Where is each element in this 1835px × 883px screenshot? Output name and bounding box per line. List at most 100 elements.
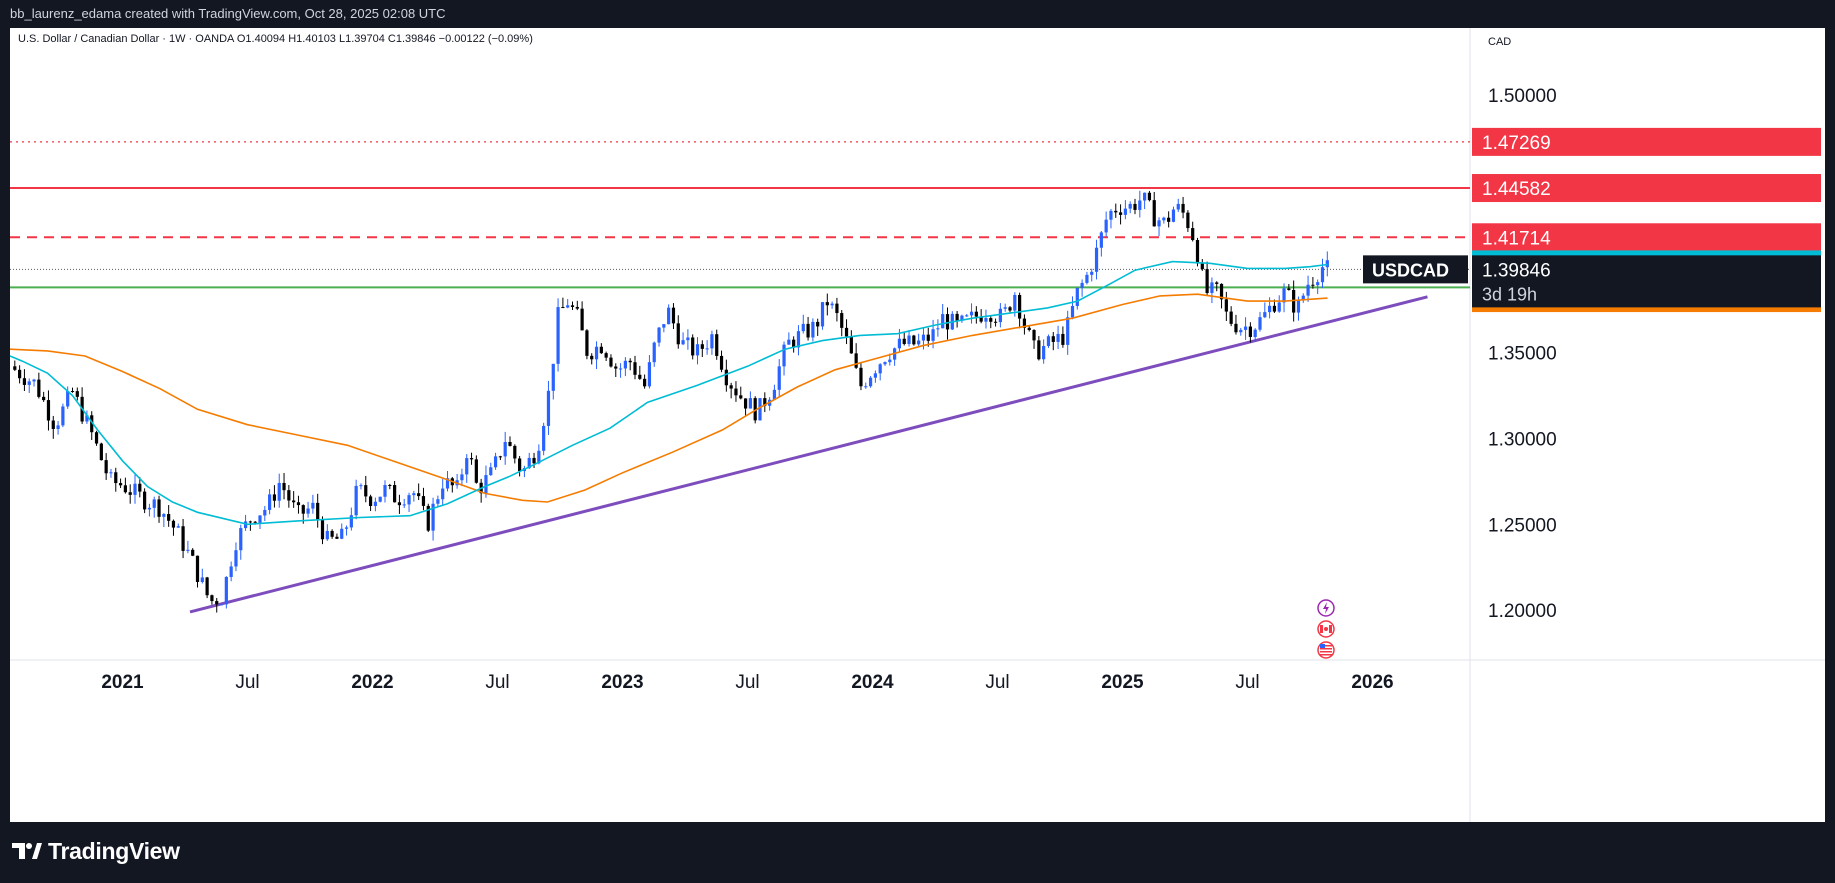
symbol-text: USDCAD (1372, 260, 1449, 280)
candle-body (1128, 203, 1132, 209)
candle-248 (1205, 261, 1209, 296)
candle-body (489, 467, 493, 476)
candle-body (599, 346, 603, 354)
candle-132 (647, 355, 652, 389)
candle-69 (344, 525, 349, 536)
candle-249 (1210, 277, 1214, 304)
candle-18 (99, 442, 103, 461)
candle-232 (1128, 201, 1132, 214)
candle-body (1234, 323, 1238, 333)
candle-body (1123, 208, 1127, 215)
candle-51 (258, 515, 262, 529)
candle-body (277, 483, 281, 501)
candle-body (561, 307, 565, 309)
candle-body (719, 355, 724, 370)
candle-105 (518, 455, 522, 477)
price-chart[interactable]: U.S. Dollar / Canadian Dollar · 1W · OAN… (10, 28, 1825, 822)
candle-body (700, 344, 704, 349)
chart-frame[interactable]: U.S. Dollar / Canadian Dollar · 1W · OAN… (10, 28, 1825, 822)
candle-152 (743, 398, 748, 417)
candle-12 (70, 387, 75, 393)
candle-224 (1090, 268, 1094, 282)
candle-body (364, 485, 368, 497)
candle-117 (575, 300, 579, 311)
candle-body (652, 342, 656, 363)
candle-body (638, 374, 642, 379)
candle-171 (835, 297, 839, 322)
candle-body (1195, 240, 1200, 264)
candle-body (864, 386, 868, 388)
candle-body (27, 381, 31, 385)
candle-113 (556, 298, 560, 372)
candle-body (412, 493, 416, 496)
candle-body (1176, 203, 1180, 210)
candle-102 (503, 431, 507, 465)
candle-133 (652, 341, 656, 367)
candle-body (518, 458, 522, 472)
bar-countdown: 3d 19h (1482, 284, 1537, 304)
candle-body (195, 555, 200, 583)
candle-187 (912, 334, 916, 346)
y-tick-1.35000: 1.35000 (1488, 344, 1557, 365)
candle-body (1080, 282, 1084, 288)
candle-142 (695, 337, 700, 365)
candle-body (1287, 288, 1291, 290)
candle-246 (1195, 237, 1200, 267)
candle-155 (758, 397, 762, 421)
candle-221 (1075, 287, 1079, 310)
candle-body (792, 339, 796, 348)
candle-body (926, 334, 930, 341)
candle-body (1248, 326, 1252, 337)
candle-body (657, 327, 661, 343)
candle-body (1215, 282, 1219, 284)
candle-150 (734, 381, 738, 402)
candle-148 (724, 359, 728, 392)
candle-body (1272, 305, 1277, 312)
candle-95 (469, 452, 474, 465)
candle-147 (719, 350, 724, 373)
candle-body (1325, 260, 1329, 268)
candle-35 (181, 518, 185, 559)
candle-72 (359, 483, 363, 490)
candle-body (1070, 306, 1075, 318)
tradingview-logo[interactable]: TradingView (12, 836, 180, 866)
candle-body (931, 329, 935, 341)
candle-141 (691, 334, 695, 360)
candle-254 (1234, 314, 1238, 335)
candle-body (1061, 333, 1065, 345)
x-tick-2021-0: 2021 (101, 672, 144, 693)
candle-124 (609, 354, 613, 368)
candle-body (849, 336, 853, 354)
candle-62 (311, 494, 315, 514)
candle-30 (157, 495, 161, 523)
candle-body (56, 425, 60, 429)
candle-body (590, 355, 594, 360)
candle-body (883, 362, 887, 365)
candle-body (402, 504, 406, 506)
candle-96 (474, 455, 478, 484)
x-tick-2022-2: 2022 (351, 672, 393, 693)
candle-272 (1320, 258, 1325, 289)
candle-body (782, 344, 786, 367)
candle-255 (1239, 327, 1243, 336)
candle-10 (61, 403, 65, 428)
candle-63 (316, 493, 320, 528)
candle-36 (186, 540, 190, 554)
candle-body (844, 327, 849, 337)
candle-body (614, 366, 618, 369)
candle-228 (1109, 208, 1113, 229)
candle-body (854, 353, 858, 368)
candle-body (1316, 282, 1320, 286)
candle-body (801, 323, 805, 332)
candle-100 (493, 452, 498, 470)
candle-23 (123, 477, 127, 494)
candle-body (316, 502, 320, 521)
candle-176 (859, 363, 863, 391)
event-markers (1317, 599, 1335, 659)
candle-222 (1080, 279, 1084, 297)
candle-0 (13, 360, 17, 372)
candle-body (1133, 203, 1137, 210)
candle-body (570, 305, 575, 307)
candle-164 (801, 314, 805, 334)
candle-227 (1104, 211, 1108, 237)
